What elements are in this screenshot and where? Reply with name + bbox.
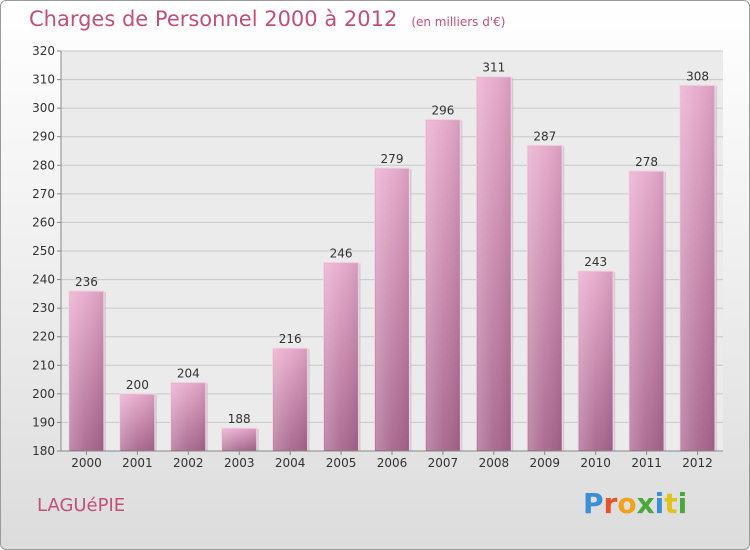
bar-shine	[528, 146, 562, 451]
bar-shine	[69, 292, 103, 450]
bar-shine	[426, 120, 460, 451]
y-tick-label: 230	[32, 301, 55, 315]
x-tick-label-2005: 2005	[326, 456, 357, 470]
data-label-2008: 311	[482, 61, 505, 75]
data-label-2002: 204	[177, 366, 200, 380]
chart-title-text: Charges de Personnel 2000 à 2012	[29, 7, 398, 31]
data-label-2010: 243	[584, 255, 607, 269]
data-label-2006: 279	[381, 152, 404, 166]
bar-shine	[630, 172, 664, 450]
data-label-2012: 308	[686, 69, 709, 83]
y-tick-label: 310	[32, 73, 55, 87]
y-tick-label: 250	[32, 244, 55, 258]
bar-shine	[273, 349, 307, 450]
x-tick-label-2012: 2012	[682, 456, 713, 470]
y-tick-label: 200	[32, 387, 55, 401]
y-tick-label: 190	[32, 415, 55, 429]
bar-shine	[171, 383, 205, 450]
x-tick-label-2002: 2002	[173, 456, 204, 470]
x-tick-label-2006: 2006	[377, 456, 408, 470]
y-tick-label: 320	[32, 44, 55, 58]
data-label-2004: 216	[279, 332, 302, 346]
y-tick-label: 180	[32, 444, 55, 458]
data-label-2003: 188	[228, 412, 251, 426]
chart-title: Charges de Personnel 2000 à 2012 (en mill…	[29, 7, 505, 31]
x-tick-label-2010: 2010	[580, 456, 611, 470]
data-label-2011: 278	[635, 155, 658, 169]
x-tick-label-2008: 2008	[479, 456, 510, 470]
bar-shine	[579, 272, 613, 450]
x-tick-label-2004: 2004	[275, 456, 306, 470]
chart-subtitle: (en milliers d'€)	[411, 15, 506, 29]
bar-shine	[375, 169, 409, 450]
bar-shine	[681, 86, 715, 451]
x-tick-label-2007: 2007	[428, 456, 459, 470]
bar-shine	[477, 77, 511, 450]
location-name: LAGUéPIE	[37, 495, 126, 516]
x-tick-label-2003: 2003	[224, 456, 255, 470]
y-tick-label: 260	[32, 215, 55, 229]
y-tick-label: 300	[32, 101, 55, 115]
data-label-2005: 246	[330, 246, 353, 260]
y-tick-label: 280	[32, 158, 55, 172]
x-tick-label-2001: 2001	[122, 456, 153, 470]
data-label-2001: 200	[126, 378, 149, 392]
bar-shine	[324, 263, 358, 450]
bar-shine	[120, 394, 154, 450]
x-tick-label-2000: 2000	[71, 456, 102, 470]
y-tick-label: 240	[32, 273, 55, 287]
data-label-2000: 236	[75, 275, 98, 289]
data-label-2009: 287	[533, 129, 556, 143]
data-label-2007: 296	[431, 104, 454, 118]
x-tick-label-2011: 2011	[631, 456, 662, 470]
bar-shine	[222, 429, 256, 450]
y-tick-label: 220	[32, 330, 55, 344]
y-tick-label: 210	[32, 358, 55, 372]
y-tick-label: 290	[32, 130, 55, 144]
y-tick-label: 270	[32, 187, 55, 201]
x-tick-label-2009: 2009	[529, 456, 560, 470]
proxiti-logo: Proxiti	[583, 487, 688, 520]
